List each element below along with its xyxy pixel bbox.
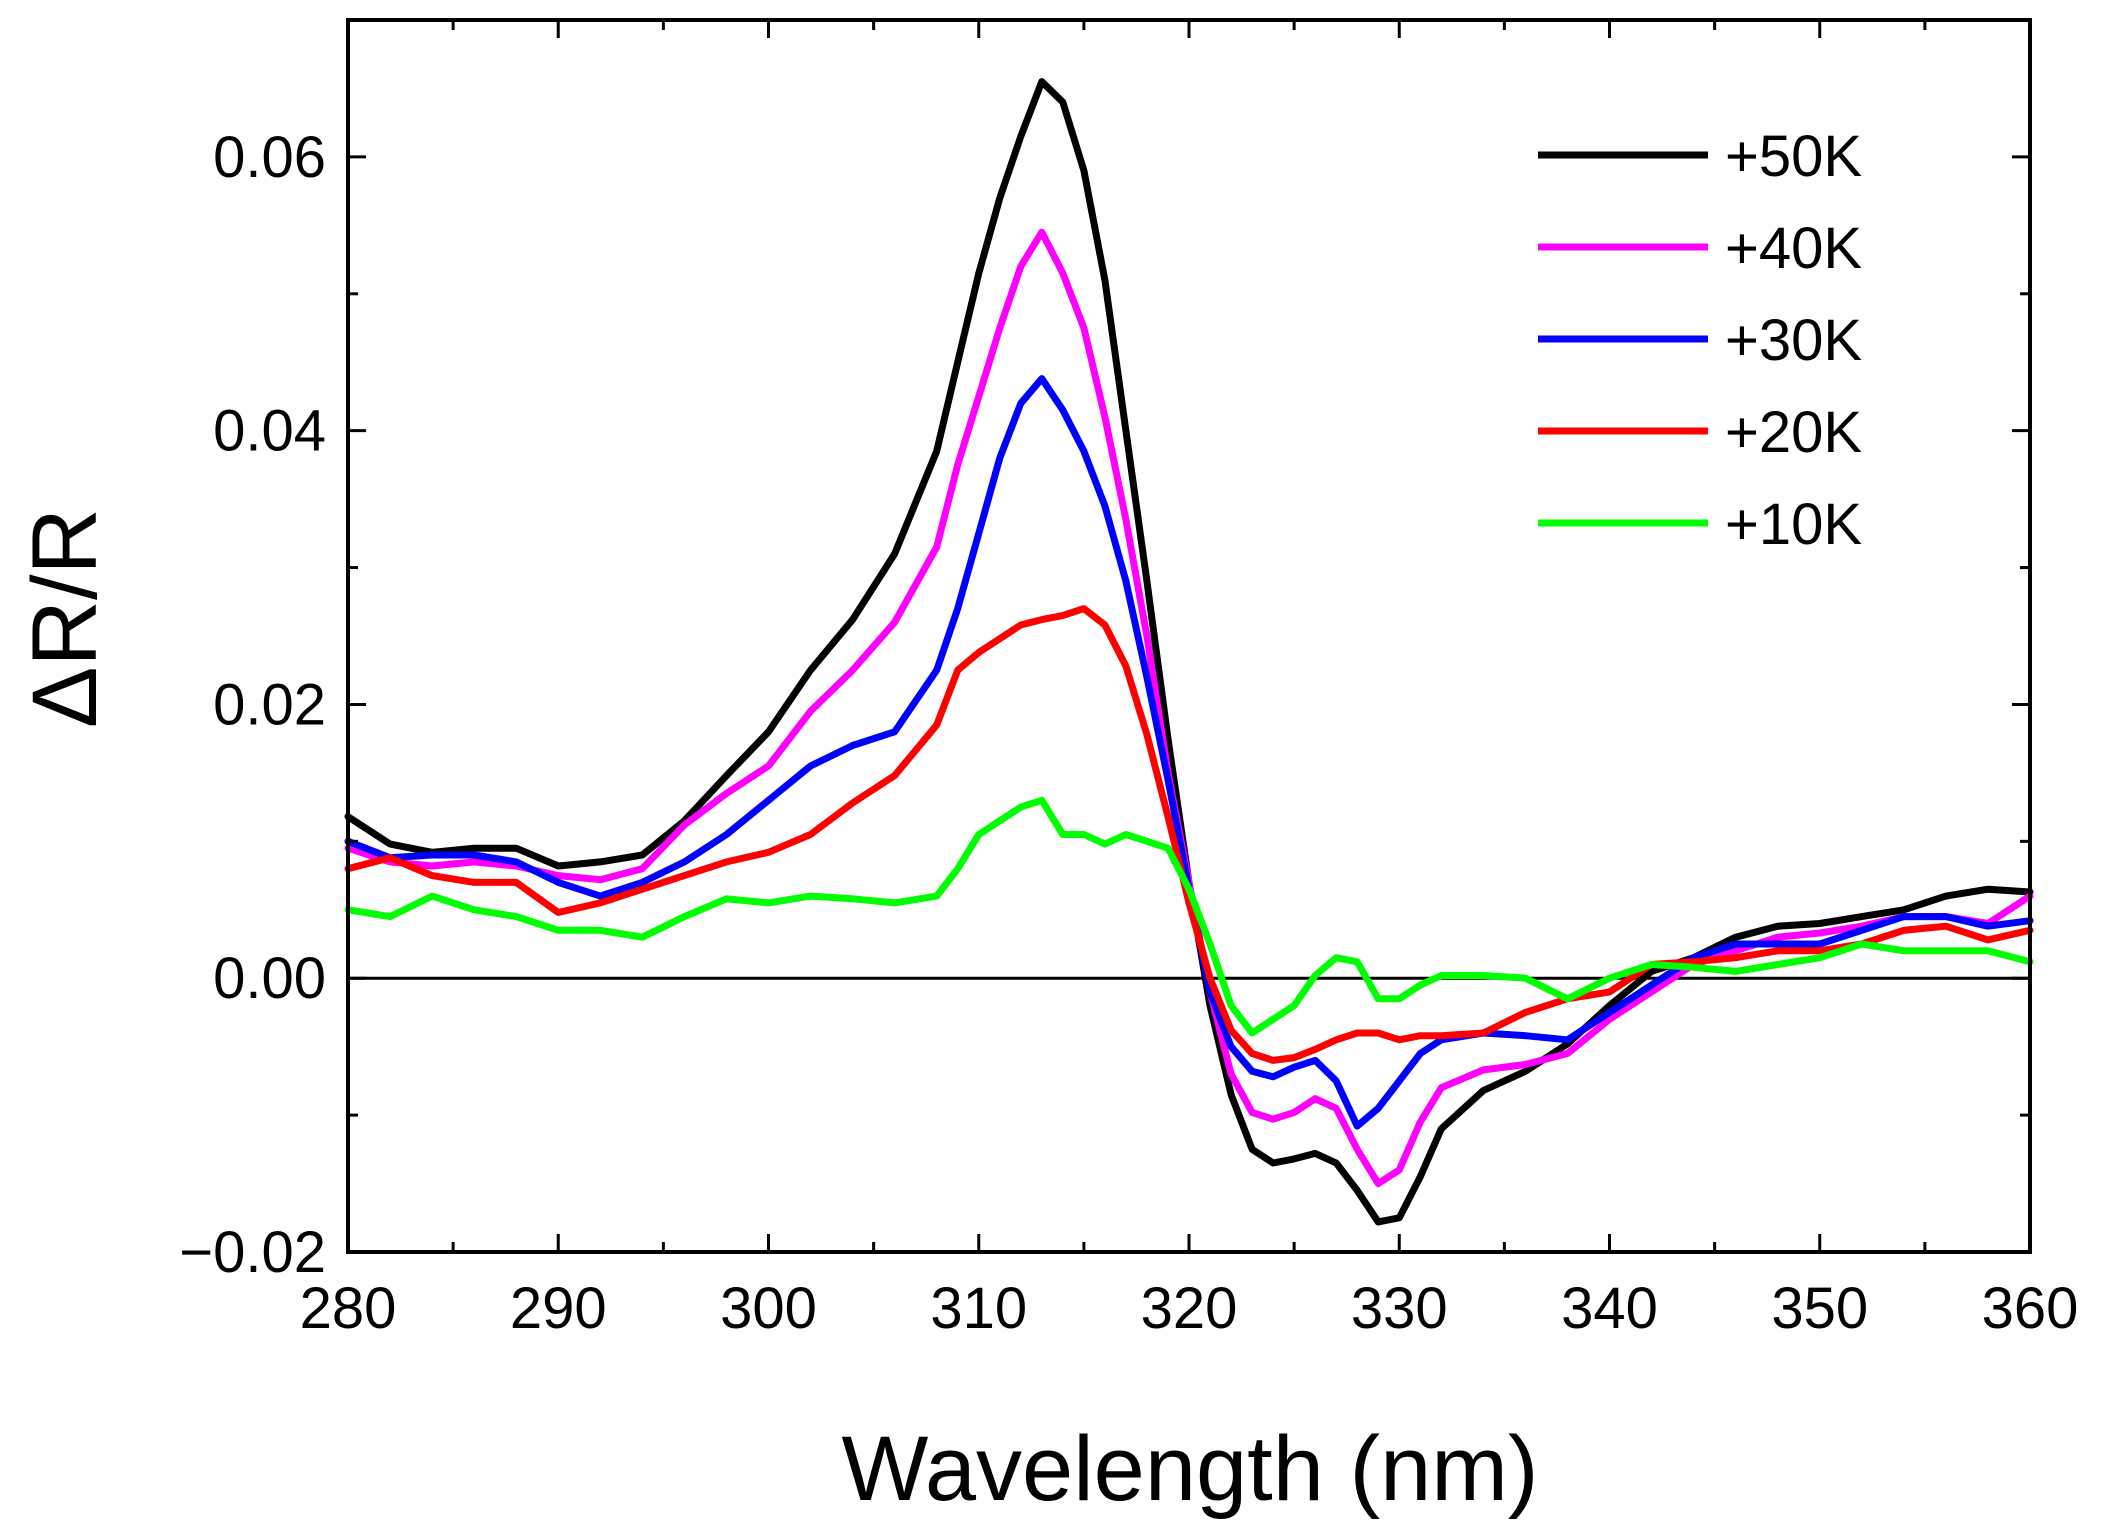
x-tick-label: 320 — [1141, 1276, 1238, 1341]
legend-label-0: +50K — [1725, 124, 1862, 189]
series-line-1 — [344, 228, 2034, 1188]
legend-label-4: +10K — [1725, 492, 1862, 557]
x-tick-label: 300 — [720, 1276, 817, 1341]
y-tick-label: 0.00 — [213, 946, 326, 1011]
x-tick-label: 280 — [300, 1276, 397, 1341]
y-tick-label: −0.02 — [179, 1220, 326, 1285]
series-line-4 — [344, 796, 2034, 1037]
y-tick-label: 0.02 — [213, 672, 326, 737]
y-tick-label: 0.04 — [213, 399, 326, 464]
series-line-2 — [344, 375, 2034, 1130]
legend-label-3: +20K — [1725, 400, 1862, 465]
x-tick-label: 350 — [1771, 1276, 1868, 1341]
y-tick-label: 0.06 — [213, 125, 326, 190]
series-layer — [344, 78, 2034, 1226]
x-axis-title: Wavelength (nm) — [841, 1418, 1538, 1520]
x-tick-label: 340 — [1561, 1276, 1658, 1341]
x-tick-label: 360 — [1982, 1276, 2079, 1341]
y-tick-labels: −0.02 0.00 0.02 0.04 0.06 — [179, 125, 326, 1285]
legend-label-2: +30K — [1725, 308, 1862, 373]
x-tick-label: 290 — [510, 1276, 607, 1341]
series-line-3 — [344, 605, 2034, 1064]
plot-frame — [346, 18, 2032, 1254]
legend-label-1: +40K — [1725, 216, 1862, 281]
x-tick-labels: 280 290 300 310 320 330 340 350 360 — [300, 1276, 2079, 1341]
x-tick-label: 330 — [1351, 1276, 1448, 1341]
legend: +50K +40K +30K +20K +10K — [1538, 124, 1862, 557]
ticks-layer — [346, 18, 2032, 1254]
y-axis-title: ΔR/R — [14, 508, 116, 728]
x-tick-label: 310 — [930, 1276, 1027, 1341]
